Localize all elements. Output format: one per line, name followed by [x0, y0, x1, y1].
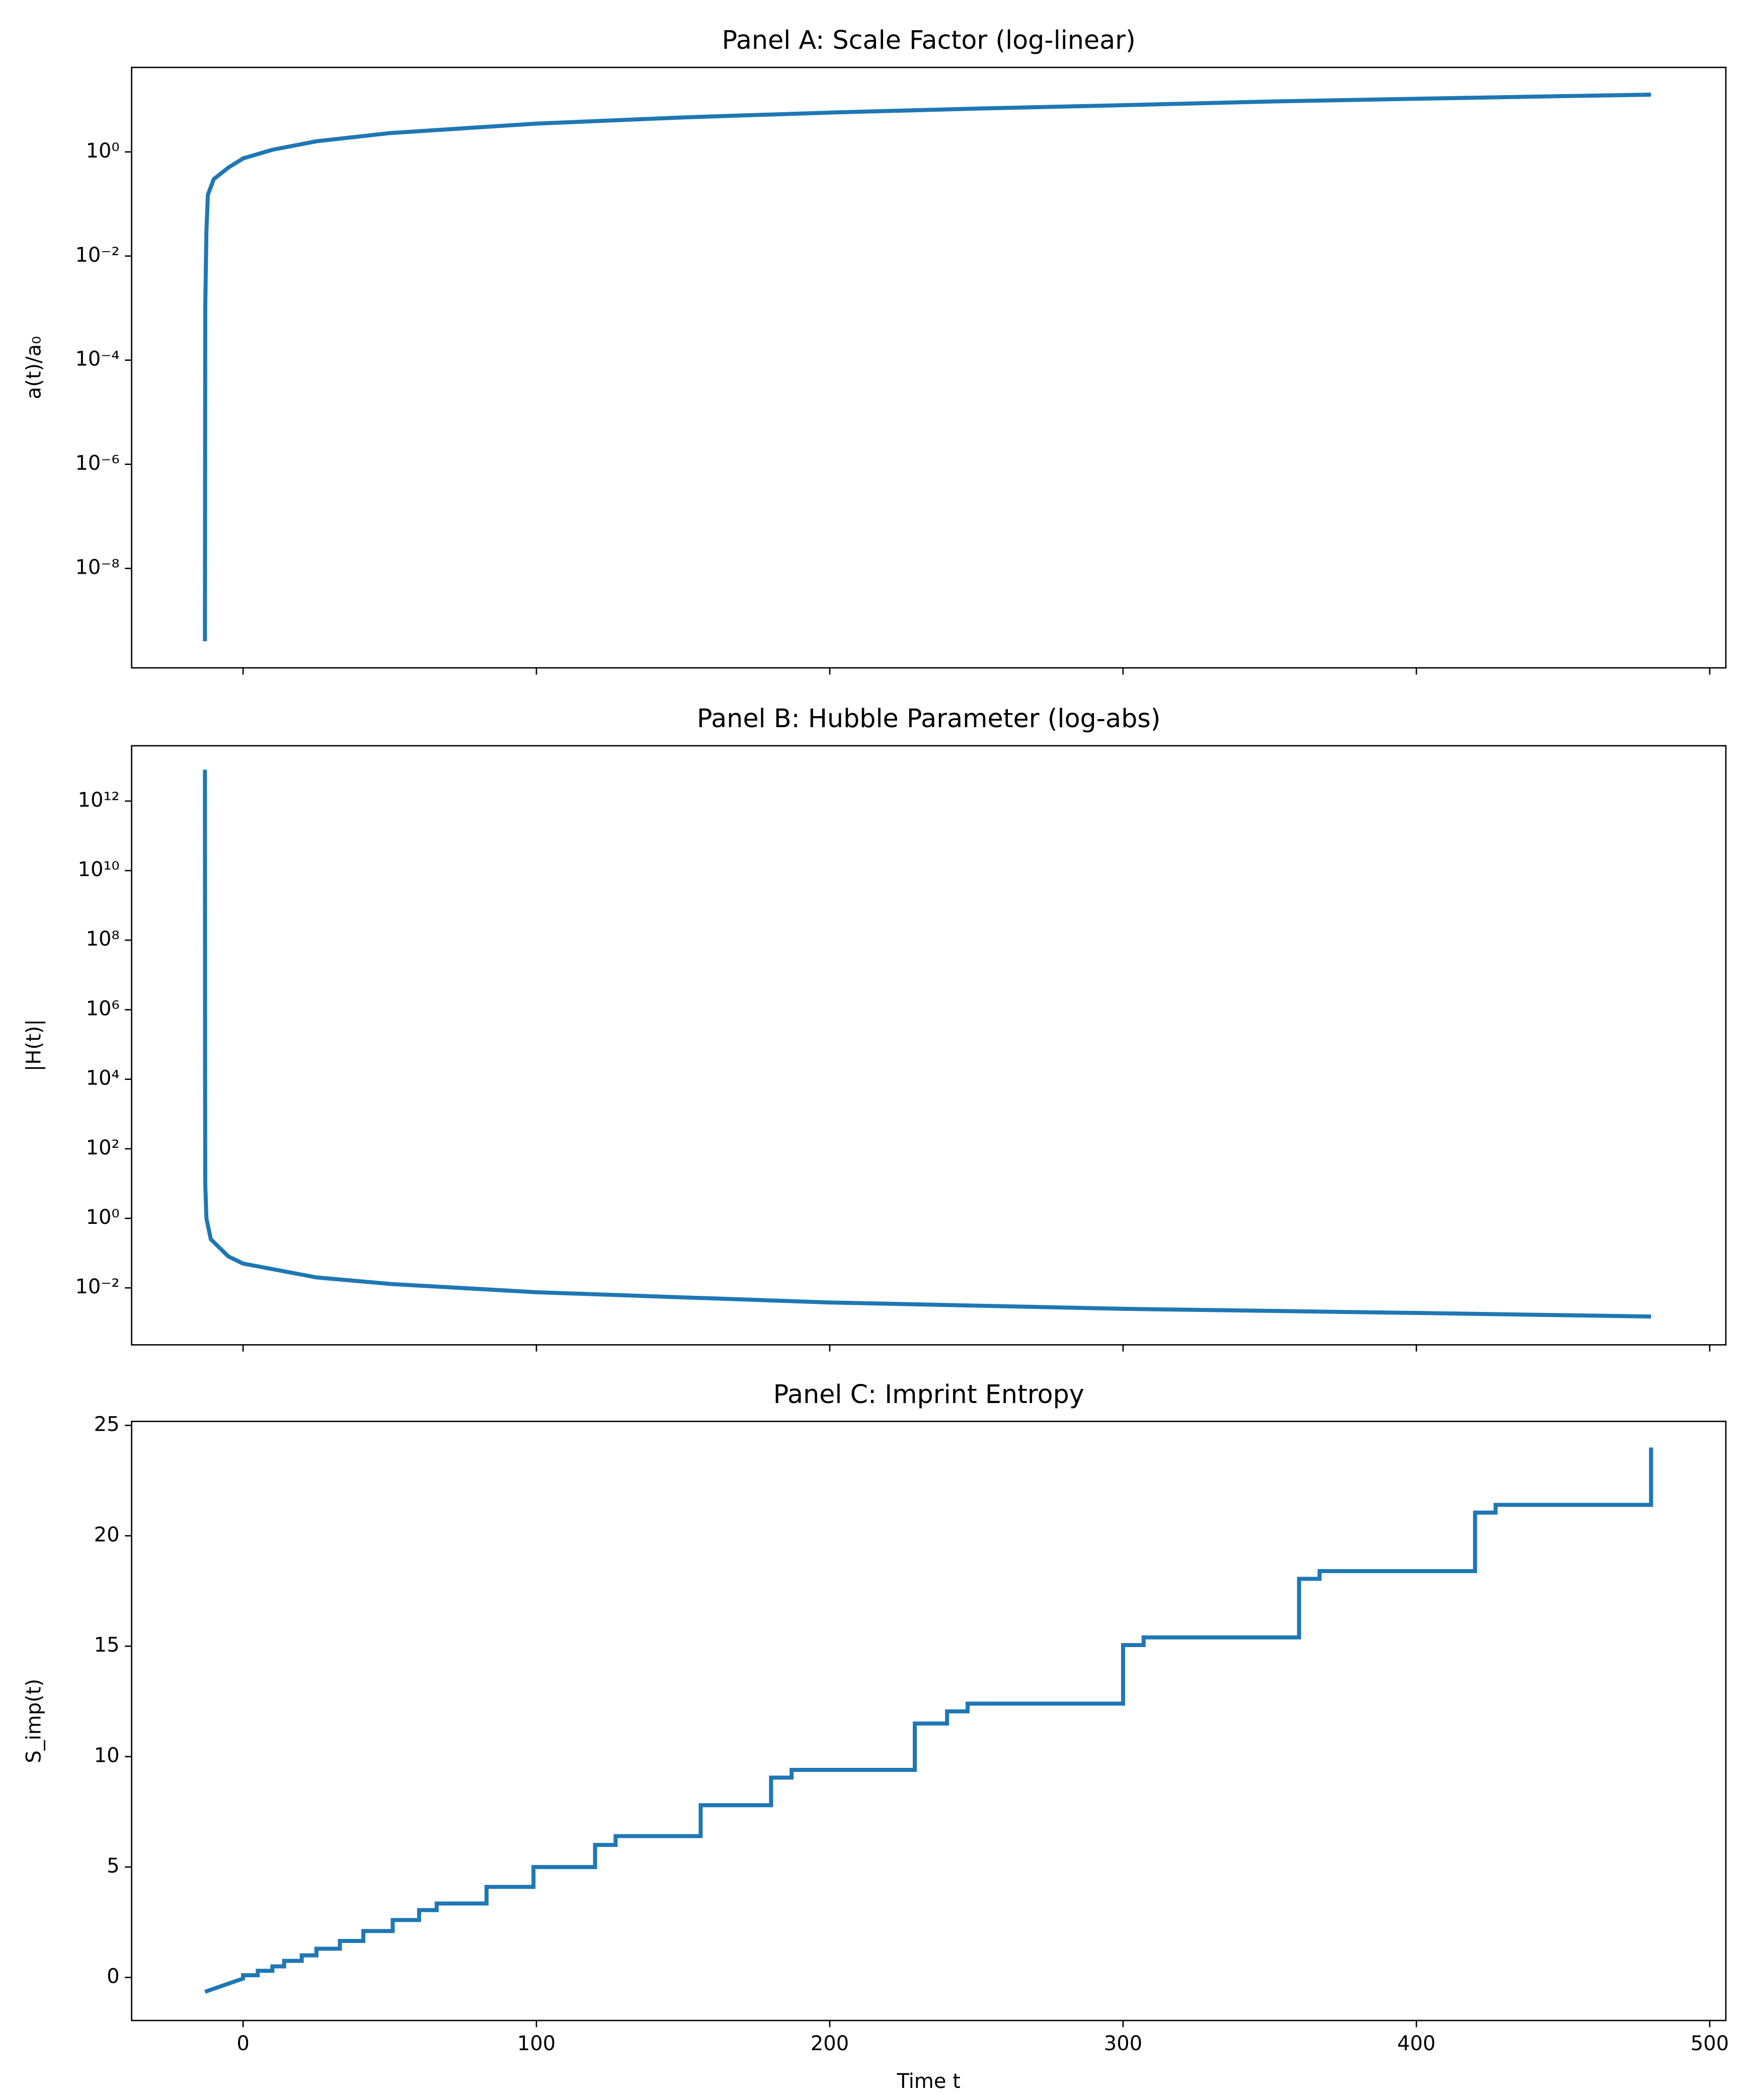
data-line	[203, 93, 1651, 642]
y-tick-label: 10	[94, 1744, 120, 1767]
y-tick-label: 10¹⁰	[78, 858, 120, 881]
y-axis-label: S_imp(t)	[22, 1679, 45, 1763]
y-tick-label: 10¹²	[78, 789, 120, 812]
y-axis-label: a(t)/a₀	[22, 336, 45, 399]
x-tick-label: 100	[517, 2032, 555, 2055]
x-tick-label: 400	[1397, 2032, 1436, 2055]
x-tick-label: 500	[1691, 2032, 1729, 2055]
y-tick-label: 10⁶	[86, 997, 120, 1020]
y-axis-label: |H(t)|	[22, 1019, 45, 1071]
y-tick-label: 20	[94, 1523, 120, 1546]
y-tick-label: 10⁻⁴	[75, 348, 119, 371]
y-tick-label: 10⁻⁶	[75, 452, 119, 475]
data-line	[203, 769, 1651, 1319]
y-tick-label: 0	[107, 1965, 119, 1988]
panel-title: Panel A: Scale Factor (log-linear)	[722, 25, 1136, 55]
axes-frame	[131, 745, 1727, 1346]
y-tick-label: 10⁸	[86, 927, 120, 951]
y-tick-label: 25	[94, 1413, 120, 1436]
y-tick-label: 10⁰	[86, 139, 120, 163]
x-tick-label: 300	[1104, 2032, 1142, 2055]
axes-frame	[131, 66, 1727, 669]
panel-title: Panel B: Hubble Parameter (log-abs)	[697, 704, 1161, 733]
panel-title: Panel C: Imprint Entropy	[773, 1379, 1084, 1409]
axes-frame	[131, 1421, 1727, 2021]
y-tick-label: 15	[94, 1634, 120, 1657]
data-line	[204, 1447, 1653, 1994]
y-tick-label: 10⁻²	[75, 244, 119, 267]
x-tick-label: 200	[811, 2032, 849, 2055]
y-tick-label: 10²	[86, 1136, 120, 1159]
y-tick-label: 10⁻²	[75, 1275, 119, 1298]
y-tick-label: 10⁰	[86, 1206, 120, 1229]
y-tick-label: 10⁴	[86, 1067, 120, 1090]
x-tick-label: 0	[236, 2032, 249, 2055]
y-tick-label: 10⁻⁸	[75, 556, 119, 579]
x-axis-label: Time t	[897, 2070, 961, 2093]
y-tick-label: 5	[107, 1854, 119, 1878]
